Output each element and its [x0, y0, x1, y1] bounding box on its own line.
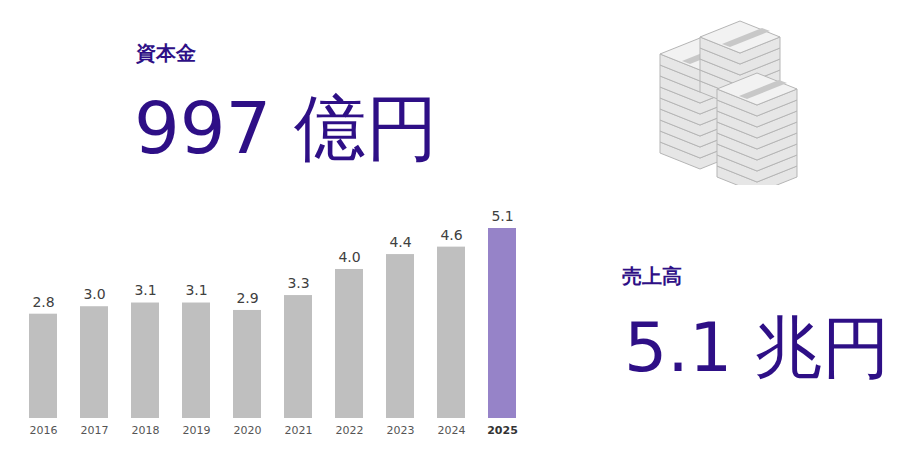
svg-text:3.1: 3.1 [134, 282, 156, 298]
svg-text:5.1: 5.1 [491, 208, 513, 224]
html-text:資本金: 資本金 [136, 41, 196, 65]
svg-text:3.0: 3.0 [83, 286, 105, 302]
svg-text:4.6: 4.6 [440, 227, 462, 243]
svg-text:2016: 2016 [30, 424, 58, 437]
svg-text:4.0: 4.0 [338, 249, 360, 265]
svg-text:2.8: 2.8 [32, 294, 54, 310]
svg-text:2.9: 2.9 [236, 290, 258, 306]
svg-text:2024: 2024 [438, 424, 466, 437]
svg-text:2021: 2021 [285, 424, 313, 437]
html-text:売上高: 売上高 [622, 264, 682, 288]
html-text:5.1 兆円: 5.1 兆円 [624, 308, 890, 387]
svg-text:2023: 2023 [387, 424, 415, 437]
svg-text:3.3: 3.3 [287, 275, 309, 291]
svg-text:3.1: 3.1 [185, 282, 207, 298]
svg-text:2020: 2020 [234, 424, 262, 437]
svg-text:2019: 2019 [183, 424, 211, 437]
svg-text:2022: 2022 [336, 424, 364, 437]
svg-text:2017: 2017 [81, 424, 109, 437]
svg-text:2018: 2018 [132, 424, 160, 437]
svg-text:2025: 2025 [487, 424, 518, 437]
svg-text:4.4: 4.4 [389, 234, 411, 250]
html-text:997 億円: 997 億円 [134, 86, 439, 170]
